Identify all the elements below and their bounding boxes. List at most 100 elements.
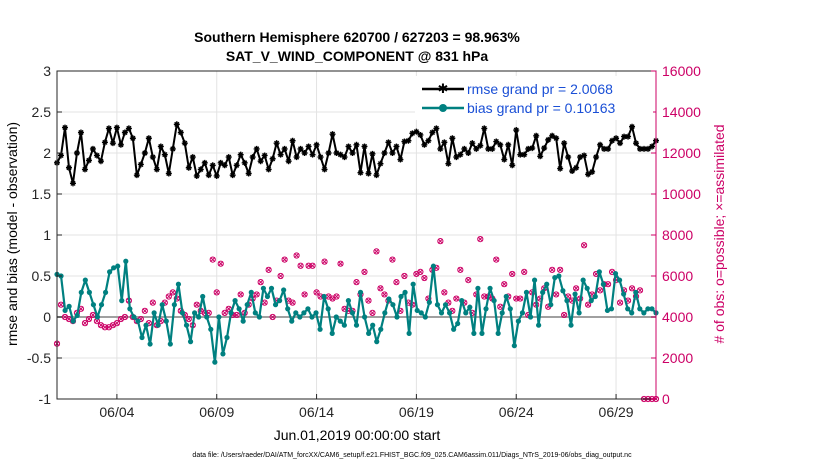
obs-possible-point <box>636 287 644 294</box>
rmse-point <box>241 159 248 166</box>
obs-possible-point <box>421 274 428 282</box>
y-tick-label: 0 <box>43 309 51 325</box>
bias-point <box>495 330 501 336</box>
obs-assimilated-point <box>501 281 507 287</box>
rmse-point <box>409 130 416 137</box>
rmse-point <box>493 138 500 145</box>
obs-assimilated-point <box>226 306 232 312</box>
obs-assimilated-point <box>106 324 112 330</box>
obs-possible-point <box>141 307 148 314</box>
obs-assimilated-point <box>102 324 108 330</box>
rmse-point <box>325 150 332 156</box>
rmse-point <box>257 158 264 165</box>
bias-point <box>272 302 279 308</box>
bias-point <box>584 285 590 291</box>
rmse-point <box>377 160 384 167</box>
rmse-point <box>189 154 196 161</box>
bias-point <box>612 270 619 277</box>
rmse-point <box>185 164 192 171</box>
x-axis-label: Jun.01,2019 00:00:00 start <box>274 427 441 443</box>
obs-assimilated-point <box>306 263 312 269</box>
chart-subtitle: SAT_V_WIND_COMPONENT @ 831 hPa <box>226 48 489 64</box>
bias-point <box>378 326 384 332</box>
bias-point <box>309 314 315 320</box>
rmse-point <box>177 129 184 136</box>
obs-assimilated-point <box>481 293 487 300</box>
rmse-point <box>237 151 244 158</box>
rmse-point <box>637 145 644 152</box>
bias-point <box>155 322 161 328</box>
obs-assimilated-point <box>333 293 340 300</box>
bias-point <box>240 318 246 324</box>
bias-point <box>107 269 113 275</box>
rmse-point <box>641 145 648 152</box>
obs-assimilated-point <box>258 279 264 285</box>
rmse-point <box>645 145 652 152</box>
bias-point <box>410 281 416 287</box>
bias-point <box>151 310 157 316</box>
obs-assimilated-point <box>521 269 527 275</box>
obs-possible-point <box>361 268 368 275</box>
rmse-point <box>253 145 260 152</box>
y-right-tick-label: 6000 <box>662 268 693 284</box>
bias-point <box>568 322 574 328</box>
rmse-point <box>581 152 588 159</box>
obs-possible-point <box>616 299 624 306</box>
rmse-point <box>437 145 444 152</box>
obs-possible-point <box>165 293 172 300</box>
rmse-point <box>269 155 276 162</box>
y-tick-label: -0.5 <box>27 350 51 366</box>
obs-assimilated-point <box>581 242 587 248</box>
obs-assimilated-point <box>373 248 380 254</box>
x-tick-label: 06/14 <box>299 404 334 420</box>
bias-point <box>260 285 267 291</box>
rmse-point <box>361 143 368 150</box>
rmse-point <box>421 141 428 148</box>
obs-possible-point <box>253 291 260 298</box>
rmse-point <box>533 132 540 139</box>
obs-possible-point <box>353 279 360 286</box>
y-tick-label: 0.5 <box>32 268 52 284</box>
rmse-point <box>589 168 596 175</box>
obs-assimilated-point <box>82 320 88 326</box>
bias-point <box>370 322 376 328</box>
x-tick-label: 06/29 <box>599 404 634 420</box>
y-axis-right: 0 2000 4000 6000 8000 10000 12000 14000 16000 <box>651 63 701 407</box>
rmse-point <box>545 136 552 143</box>
obs-assimilated-point <box>393 279 399 285</box>
rmse-point <box>169 145 176 152</box>
obs-possible-point <box>457 266 464 273</box>
rmse-point <box>285 158 292 165</box>
bias-point <box>289 318 295 324</box>
bias-point <box>337 318 343 324</box>
bias-point <box>216 314 222 320</box>
rmse-point <box>465 150 472 156</box>
rmse-point <box>369 150 376 157</box>
bias-point <box>127 306 133 312</box>
rmse-point <box>329 131 336 138</box>
obs-possible-point <box>465 277 472 284</box>
bias-point <box>94 314 101 320</box>
obs-possible-point <box>549 266 556 273</box>
rmse-point <box>565 154 572 161</box>
bias-point <box>390 302 396 308</box>
rmse-point <box>445 160 452 167</box>
obs-possible-point <box>309 262 316 269</box>
obs-possible-point <box>149 299 156 306</box>
rmse-point <box>133 172 140 179</box>
rmse-point <box>649 143 656 150</box>
rmse-point <box>93 152 100 159</box>
rmse-line <box>56 123 657 185</box>
bias-point <box>139 334 145 341</box>
bias-point <box>414 307 420 314</box>
bias-point <box>491 298 497 304</box>
bias-point <box>329 330 335 336</box>
rmse-point <box>153 166 160 173</box>
obs-assimilated-point <box>254 291 260 298</box>
obs-assimilated-point <box>509 271 515 277</box>
bias-point <box>143 322 149 328</box>
rmse-point <box>381 150 388 156</box>
chart-title: Southern Hemisphere 620700 / 627203 = 98… <box>194 29 520 45</box>
obs-possible-point <box>477 236 484 243</box>
obs-assimilated-point <box>477 236 483 242</box>
